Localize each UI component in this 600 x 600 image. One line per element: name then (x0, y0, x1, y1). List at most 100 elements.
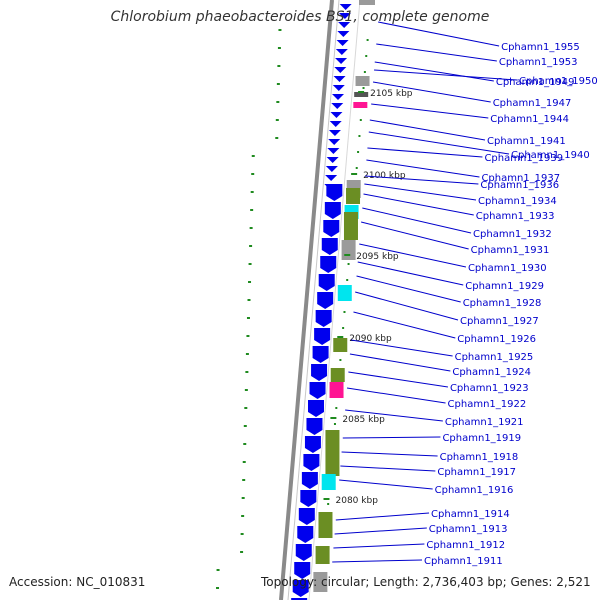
cds-arrow (335, 58, 348, 64)
gene-label: Cphamn1_1921 (445, 417, 524, 428)
ruler-label: 2105 kbp (370, 89, 413, 99)
genome-title: Chlorobium phaeobacteroides BS1, complet… (110, 9, 490, 25)
gene-label: Cphamn1_1913 (429, 524, 508, 535)
cds-arrow (292, 580, 309, 597)
gene-leader-line (365, 175, 479, 185)
cds-arrow (331, 103, 344, 109)
cds-arrow (330, 112, 343, 118)
gene-label: Cphamn1_1949 (496, 77, 575, 88)
gene-label: Cphamn1_1932 (473, 229, 552, 240)
ruler-label: 2085 kbp (342, 415, 385, 425)
gene-label: Cphamn1_1923 (450, 383, 529, 394)
gene-leader-line (361, 221, 469, 250)
feature-block (343, 212, 358, 240)
feature-block (354, 92, 369, 97)
accession-label: Accession: NC_010831 (9, 575, 146, 589)
gene-leader-line (346, 387, 446, 404)
cds-arrow (326, 184, 343, 201)
gene-leader-line (363, 193, 474, 216)
cds-arrow (329, 121, 342, 127)
gene-leader-line (341, 451, 438, 457)
feature-block (313, 572, 328, 592)
gene-label: Cphamn1_1937 (481, 173, 560, 184)
cds-arrow (309, 382, 326, 399)
feature-block (330, 368, 345, 382)
gene-label: Cphamn1_1931 (471, 245, 550, 256)
feature-block (325, 430, 340, 476)
gene-leader-line (356, 275, 461, 303)
cds-arrow (327, 148, 340, 154)
ruler-label: 2100 kbp (363, 171, 406, 181)
outer-ring-line (308, 0, 361, 600)
gene-label: Cphamn1_1927 (460, 316, 539, 327)
cds-arrow (334, 67, 347, 73)
feature-block (315, 546, 330, 564)
ruler-label: 2080 kbp (336, 496, 379, 506)
gene-leader-line (353, 311, 456, 339)
cds-arrow (337, 31, 350, 37)
gene-leader-line (372, 81, 491, 103)
cds-arrow (324, 202, 341, 219)
feature-block (318, 512, 333, 538)
cds-arrow (300, 490, 317, 507)
gene-leader-line (371, 103, 489, 119)
cds-arrow (308, 400, 324, 417)
gene-leader-line (362, 207, 472, 234)
cds-arrow (326, 157, 339, 163)
topology-label: Topology: circular; Length: 2,736,403 bp… (261, 575, 591, 589)
gene-leader-line (348, 371, 449, 388)
backbone-line (279, 0, 334, 600)
feature-block (329, 382, 344, 398)
ruler-label: 2095 kbp (356, 252, 399, 262)
gene-leader-line (378, 21, 500, 47)
gene-label: Cphamn1_1947 (493, 98, 572, 109)
gene-leader-line (355, 291, 459, 321)
cds-arrow (321, 238, 338, 255)
cds-arrow (314, 328, 331, 345)
feature-block (359, 0, 375, 5)
cds-arrow (328, 139, 341, 145)
gene-leader-line (332, 559, 423, 563)
gene-label: Cphamn1_1944 (490, 114, 569, 125)
gene-label: Cphamn1_1940 (511, 150, 590, 161)
feature-block (346, 188, 361, 204)
cds-arrow (304, 436, 321, 453)
gene-leader-line (366, 159, 480, 178)
gene-label: Cphamn1_1933 (476, 211, 555, 222)
gene-label: Cphamn1_1929 (465, 281, 544, 292)
gene-leader-line (369, 119, 486, 141)
cds-arrow (325, 175, 338, 181)
gene-leader-line (357, 261, 464, 286)
cds-arrow (332, 94, 345, 100)
gene-label: Cphamn1_1950 (519, 76, 598, 87)
gene-label: Cphamn1_1930 (468, 263, 547, 274)
cds-arrow (333, 76, 346, 82)
gene-label: Cphamn1_1939 (484, 153, 563, 164)
cds-arrow (332, 85, 345, 91)
gene-label: Cphamn1_1926 (457, 334, 536, 345)
gene-leader-line (368, 131, 510, 155)
gene-label: Cphamn1_1955 (501, 42, 580, 53)
gene-leader-line (333, 543, 425, 549)
gene-label: Cphamn1_1953 (499, 57, 578, 68)
cds-arrow (338, 13, 351, 19)
gene-label: Cphamn1_1941 (487, 136, 566, 147)
gene-leader-line (359, 243, 467, 268)
gene-leader-line (335, 512, 430, 521)
gene-leader-line (364, 183, 477, 201)
cds-arrow (298, 508, 315, 525)
cds-arrow (297, 526, 314, 543)
cds-arrow (323, 220, 340, 237)
cds-arrow (301, 472, 318, 489)
gene-leader-line (349, 353, 451, 372)
feature-block (353, 102, 368, 108)
gene-leader-line (376, 43, 497, 62)
gene-label: Cphamn1_1914 (431, 509, 510, 520)
gene-leader-line (340, 465, 436, 472)
gene-leader-line (345, 409, 443, 422)
cds-arrow (295, 544, 312, 561)
gene-label: Cphamn1_1934 (478, 196, 557, 207)
cds-arrow (294, 562, 311, 579)
ruler-label: 2090 kbp (349, 334, 392, 344)
